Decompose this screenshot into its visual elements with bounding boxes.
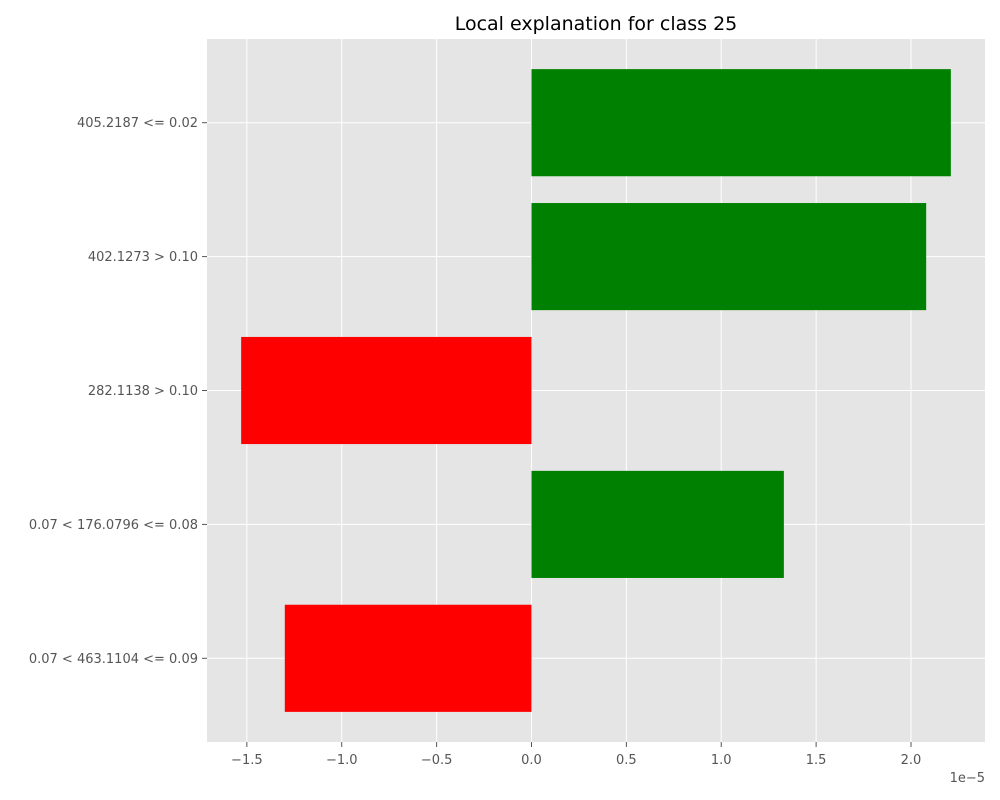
x-tick-label: 1.0 (711, 753, 732, 768)
bar-3 (531, 470, 784, 578)
bar-4 (284, 604, 532, 712)
x-tick-label: −1.5 (231, 753, 263, 768)
bar-0 (531, 69, 951, 177)
x-tick-label: 0.5 (616, 753, 637, 768)
y-tick-label: 0.07 < 463.1104 <= 0.09 (29, 652, 198, 667)
x-tick-label: 2.0 (901, 753, 922, 768)
bar-1 (531, 203, 927, 311)
y-tick-label: 0.07 < 176.0796 <= 0.08 (29, 518, 198, 533)
y-axis-ticks: 405.2187 <= 0.02 402.1273 > 0.10 282.1138 … (29, 116, 207, 667)
y-tick-label: 402.1273 > 0.10 (88, 250, 198, 265)
y-tick-label: 282.1138 > 0.10 (88, 384, 198, 399)
x-tick-label: 0.0 (521, 753, 542, 768)
x-tick-label: 1.5 (806, 753, 827, 768)
x-tick-label: −0.5 (421, 753, 453, 768)
bars (241, 69, 951, 712)
y-tick-label: 405.2187 <= 0.02 (77, 116, 198, 131)
chart-title: Local explanation for class 25 (455, 13, 738, 35)
bar-2 (241, 336, 532, 445)
x-tick-label: −1.0 (326, 753, 358, 768)
x-axis-offset-label: 1e−5 (950, 771, 985, 786)
x-axis-ticks: −1.5 −1.0 −0.5 0.0 0.5 1.0 1.5 2.0 (231, 742, 921, 768)
